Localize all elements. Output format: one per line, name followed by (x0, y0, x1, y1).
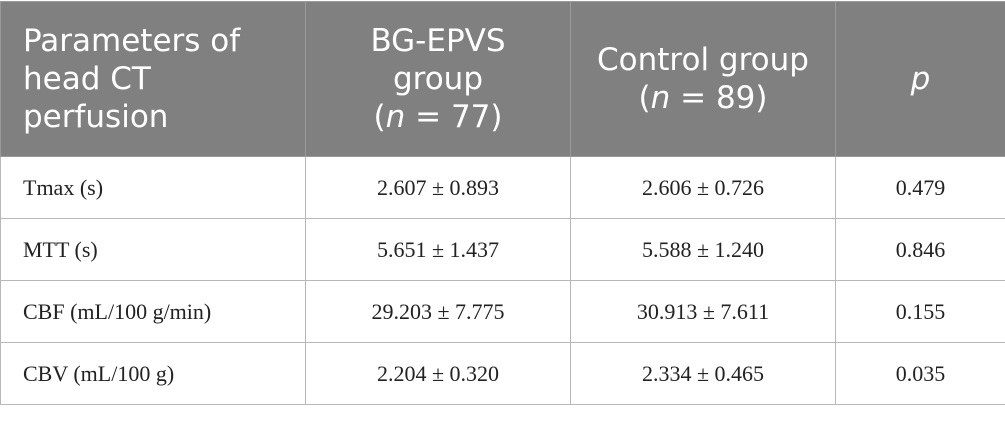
table-cell: 0.155 (836, 281, 1005, 343)
table-cell: 0.479 (836, 157, 1005, 219)
table-cell: 5.588 ± 1.240 (571, 219, 836, 281)
header-sample: (n = 77) (324, 98, 552, 136)
header-text: n (651, 80, 671, 116)
header-text: ( (639, 80, 651, 116)
header-text: n (386, 99, 406, 135)
table-cell: 0.035 (836, 343, 1005, 405)
row-label: Tmax (s) (1, 157, 306, 219)
table-cell: 30.913 ± 7.611 (571, 281, 836, 343)
header-cell: p (836, 2, 1005, 157)
table-cell: 2.607 ± 0.893 (306, 157, 571, 219)
row-label: MTT (s) (1, 219, 306, 281)
table-cell: 2.334 ± 0.465 (571, 343, 836, 405)
header-cell: Parameters of head CT perfusion (1, 2, 306, 157)
header-text: p (911, 61, 931, 97)
header-text: BG-EPVS group (324, 22, 552, 98)
row-label: CBV (mL/100 g) (1, 343, 306, 405)
header-text: Control group (589, 41, 817, 79)
table-cell: 2.204 ± 0.320 (306, 343, 571, 405)
header-text: ( (374, 99, 386, 135)
table-cell: 0.846 (836, 219, 1005, 281)
table-cell: 5.651 ± 1.437 (306, 219, 571, 281)
header-sample: (n = 89) (589, 79, 817, 117)
table-cell: 29.203 ± 7.775 (306, 281, 571, 343)
header-cell: BG-EPVS group (n = 77) (306, 2, 571, 157)
header-cell: Control group (n = 89) (571, 2, 836, 157)
data-table: Parameters of head CT perfusion BG-EPVS … (0, 1, 1005, 405)
header-text: = 77) (405, 99, 502, 135)
header-row: Parameters of head CT perfusion BG-EPVS … (1, 2, 1005, 157)
row-label: CBF (mL/100 g/min) (1, 281, 306, 343)
table-cell: 2.606 ± 0.726 (571, 157, 836, 219)
header-text: = 89) (670, 80, 767, 116)
